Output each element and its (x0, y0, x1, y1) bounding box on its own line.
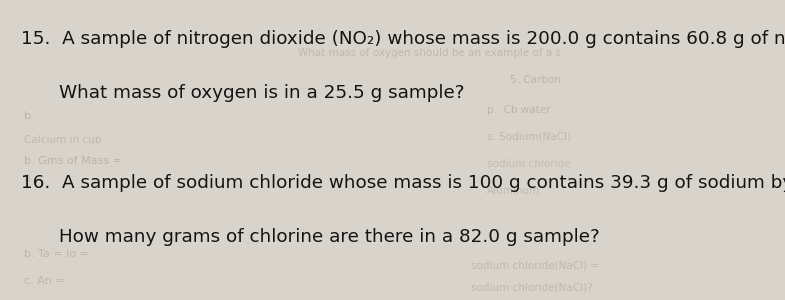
Text: What mass of oxygen should be an example of a s: What mass of oxygen should be an example… (298, 48, 561, 58)
Text: p.  Cb water: p. Cb water (487, 105, 550, 115)
Text: 8.: 8. (24, 174, 35, 184)
Text: sodium chloride(NaCl)?: sodium chloride(NaCl)? (471, 282, 593, 292)
Text: 5. Carbon: 5. Carbon (510, 75, 561, 85)
Text: s. Sodium(NaCl): s. Sodium(NaCl) (487, 132, 571, 142)
Text: Aluminum: Aluminum (487, 186, 540, 196)
Text: sodium chloride: sodium chloride (487, 159, 571, 169)
Text: How many grams of chlorine are there in a 82.0 g sample?: How many grams of chlorine are there in … (59, 228, 600, 246)
Text: 15.  A sample of nitrogen dioxide (NO₂) whose mass is 200.0 g contains 60.8 g of: 15. A sample of nitrogen dioxide (NO₂) w… (21, 30, 785, 48)
Text: What mass of oxygen is in a 25.5 g sample?: What mass of oxygen is in a 25.5 g sampl… (59, 84, 465, 102)
Text: Calcium in cup: Calcium in cup (24, 135, 101, 145)
Text: sodium chloride(NaCl) =: sodium chloride(NaCl) = (471, 261, 599, 271)
Text: b. Ta = lo =: b. Ta = lo = (24, 249, 89, 259)
Text: 16.  A sample of sodium chloride whose mass is 100 g contains 39.3 g of sodium b: 16. A sample of sodium chloride whose ma… (21, 174, 785, 192)
Text: b.: b. (24, 111, 35, 121)
Text: c. An =: c. An = (24, 276, 64, 286)
Text: b. Gms of Mass =: b. Gms of Mass = (24, 156, 122, 166)
